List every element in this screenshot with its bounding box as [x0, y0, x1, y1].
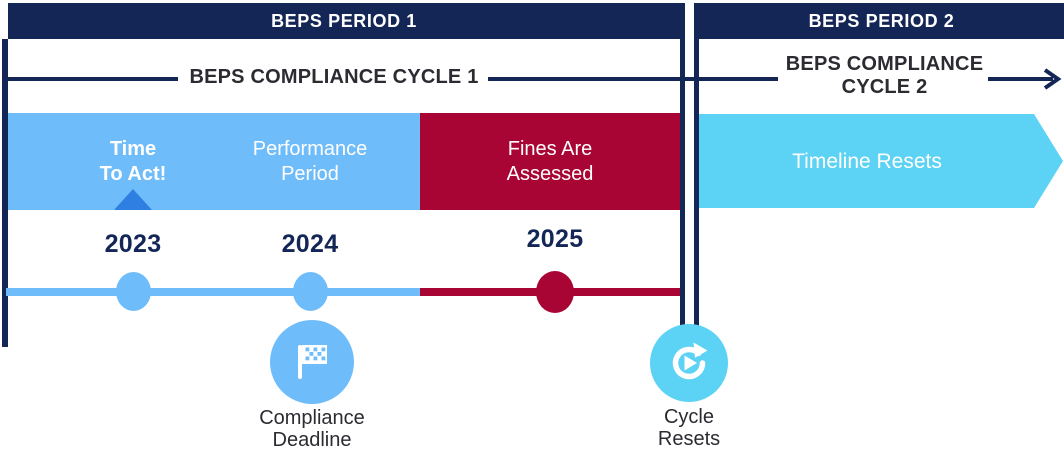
compliance-deadline-circle — [270, 320, 354, 404]
period-divider-line-1 — [680, 3, 685, 392]
checkered-flag-icon — [298, 345, 327, 379]
fines-assessed-label: Fines Are Assessed — [478, 137, 622, 187]
period-1-left-border — [2, 39, 8, 347]
timeline-dot-2024 — [293, 272, 328, 311]
period-divider-line-2 — [694, 3, 699, 392]
year-2025-label: 2025 — [526, 225, 584, 253]
right-arrow-icon — [988, 68, 1062, 90]
performance-period-line1: Performance — [252, 138, 368, 160]
cycle-resets-line2: Resets — [657, 428, 721, 450]
act-performance-band — [8, 113, 420, 210]
performance-period-line2: Period — [281, 163, 339, 185]
year-2024-label: 2024 — [281, 230, 339, 258]
cycle-1-rule-right — [488, 77, 778, 81]
timeline-dot-2023 — [116, 272, 151, 311]
compliance-deadline-line2: Deadline — [272, 429, 352, 451]
year-2023-label: 2023 — [104, 230, 162, 258]
timeline-blue-segment — [6, 288, 420, 296]
time-to-act-triangle-marker — [114, 189, 152, 210]
cycle-resets-label: Cycle Resets — [629, 406, 749, 450]
cycle-2-label-line1: BEPS COMPLIANCE — [785, 53, 984, 75]
cycle-2-label: BEPS COMPLIANCE CYCLE 2 — [772, 53, 997, 99]
timeline-resets-band — [699, 114, 1063, 208]
compliance-deadline-label: Compliance Deadline — [231, 407, 393, 451]
fines-assessed-line1: Fines Are — [507, 138, 593, 160]
time-to-act-line2: To Act! — [99, 163, 167, 185]
fines-band — [420, 113, 680, 210]
cycle-resets-line1: Cycle — [663, 406, 714, 428]
cycle-1-label: BEPS COMPLIANCE CYCLE 1 — [189, 66, 479, 88]
compliance-deadline-line1: Compliance — [259, 407, 365, 429]
cycle-resets-circle — [650, 324, 728, 402]
cycle-reset-icon — [672, 342, 708, 380]
timeline-dot-2025 — [536, 271, 574, 313]
beps-period-1-header: BEPS PERIOD 1 — [8, 3, 680, 39]
performance-period-label: Performance Period — [240, 137, 380, 187]
timeline-resets-label: Timeline Resets — [792, 150, 942, 173]
time-to-act-label: Time To Act! — [73, 137, 193, 187]
beps-period-2-header: BEPS PERIOD 2 — [699, 3, 1064, 39]
cycle-2-label-line2: CYCLE 2 — [841, 76, 928, 98]
cycle-1-rule-left — [2, 77, 178, 81]
time-to-act-line1: Time — [109, 138, 157, 160]
fines-assessed-line2: Assessed — [506, 163, 594, 185]
